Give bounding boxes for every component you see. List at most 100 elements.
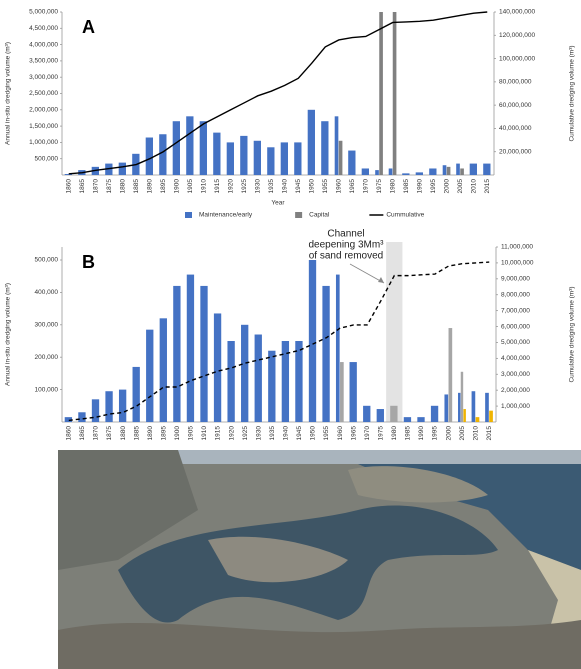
y-tick-label: 5,000,000	[29, 9, 58, 16]
x-tick-label: 1950	[308, 179, 315, 194]
x-tick-label: 1900	[173, 179, 180, 194]
bar	[444, 394, 448, 422]
x-tick-label: 1940	[283, 426, 290, 441]
figure: 500,0001,000,0001,500,0002,000,0002,500,…	[0, 0, 581, 669]
x-tick-label: 1930	[255, 426, 262, 441]
bar	[173, 286, 180, 422]
x-tick-label: 2010	[470, 179, 477, 194]
bar	[476, 417, 480, 422]
bar	[431, 406, 438, 422]
bar	[339, 141, 343, 175]
line-series	[69, 12, 488, 174]
bar	[267, 147, 274, 175]
bar	[187, 275, 194, 422]
bar	[458, 393, 460, 422]
bar	[470, 164, 477, 175]
annotation-arrow	[350, 264, 384, 283]
x-tick-label: 1965	[349, 179, 356, 194]
x-tick-label: 1955	[323, 426, 330, 441]
bar	[340, 362, 344, 422]
charts: 500,0001,000,0001,500,0002,000,0002,500,…	[0, 0, 581, 450]
bar	[268, 351, 275, 422]
y2-tick-label: 6,000,000	[501, 323, 530, 330]
bar	[416, 172, 423, 175]
x-tick-label: 2000	[445, 426, 452, 441]
bar	[146, 330, 153, 422]
x-tick-label: 1975	[376, 179, 383, 194]
x-tick-label: 1985	[405, 426, 412, 441]
x-tick-label: 1905	[187, 179, 194, 194]
annotation: of sand removed	[309, 251, 384, 262]
x-tick-label: 1995	[430, 179, 437, 194]
x-tick-label: 1885	[133, 426, 140, 441]
x-tick-label: 1945	[296, 426, 303, 441]
x-tick-label: 1940	[281, 179, 288, 194]
panel-label: B	[82, 252, 95, 272]
bar	[214, 313, 221, 422]
y2-tick-label: 20,000,000	[499, 148, 532, 155]
x-tick-label: 1910	[200, 179, 207, 194]
bar	[160, 318, 167, 422]
bar	[105, 391, 112, 422]
bar	[308, 110, 315, 175]
y2-tick-label: 120,000,000	[499, 32, 536, 39]
x-tick-label: 1860	[66, 426, 73, 441]
y-tick-label: 200,000	[35, 354, 59, 361]
y-axis-title: Annual in-situ dredging volume (m³)	[5, 42, 12, 145]
bar	[133, 367, 140, 422]
bar	[377, 409, 384, 422]
bar	[449, 328, 453, 422]
bar	[402, 173, 409, 175]
x-tick-label: 2015	[484, 179, 491, 194]
x-tick-label: 2005	[459, 426, 466, 441]
y-tick-label: 4,500,000	[29, 25, 58, 32]
y2-tick-label: 140,000,000	[499, 9, 536, 16]
bar	[240, 136, 247, 175]
bar	[348, 151, 355, 175]
x-tick-label: 1915	[214, 179, 221, 194]
x-tick-label: 1890	[146, 179, 153, 194]
x-tick-label: 1960	[337, 426, 344, 441]
highlight-band	[386, 242, 402, 422]
y-tick-label: 500,000	[35, 257, 59, 264]
y2-tick-label: 10,000,000	[501, 260, 534, 267]
bar	[213, 133, 220, 175]
x-tick-label: 1930	[254, 179, 261, 194]
bar	[281, 142, 288, 175]
bar	[429, 168, 436, 175]
bar	[461, 372, 463, 422]
y2-tick-label: 7,000,000	[501, 307, 530, 314]
x-tick-label: 1880	[120, 426, 127, 441]
x-tick-label: 1975	[377, 426, 384, 441]
y-tick-label: 2,500,000	[29, 90, 58, 97]
y2-tick-label: 100,000,000	[499, 55, 536, 62]
y2-tick-label: 5,000,000	[501, 339, 530, 346]
bar	[254, 141, 261, 175]
y-tick-label: 4,000,000	[29, 41, 58, 48]
y2-tick-label: 8,000,000	[501, 291, 530, 298]
bar	[483, 164, 490, 175]
bar	[443, 165, 447, 175]
bar	[362, 168, 369, 175]
bar	[489, 411, 493, 422]
x-tick-label: 1900	[174, 426, 181, 441]
bar	[186, 116, 193, 175]
y2-tick-label: 1,000,000	[501, 403, 530, 410]
bar	[393, 12, 397, 175]
x-tick-label: 1960	[335, 179, 342, 194]
x-tick-label: 1970	[364, 426, 371, 441]
x-tick-label: 1945	[295, 179, 302, 194]
y-tick-label: 1,500,000	[29, 123, 58, 130]
bar	[379, 12, 383, 175]
x-tick-label: 1925	[241, 179, 248, 194]
x-tick-label: 1935	[269, 426, 276, 441]
x-tick-label: 1915	[215, 426, 222, 441]
bar	[92, 399, 99, 422]
x-tick-label: 1875	[106, 426, 113, 441]
y-tick-label: 3,000,000	[29, 74, 58, 81]
aerial-photo	[58, 450, 581, 669]
x-tick-label: 1870	[93, 426, 100, 441]
x-tick-label: 1920	[227, 179, 234, 194]
x-tick-label: 1860	[65, 179, 72, 194]
x-tick-label: 1865	[79, 426, 86, 441]
